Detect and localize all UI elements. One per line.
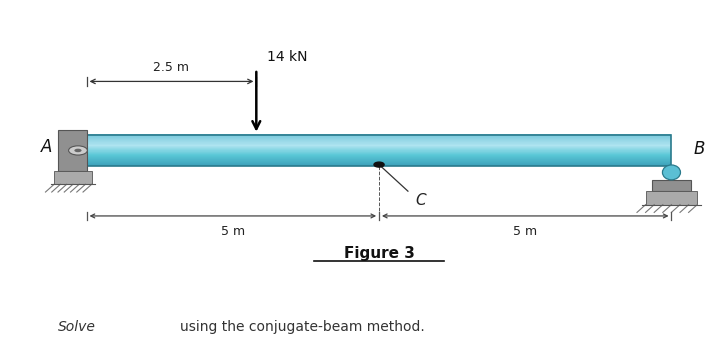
Bar [87,152,671,153]
Bar [87,162,671,163]
Bar [87,147,671,148]
Text: B: B [693,140,705,158]
Bar [87,160,671,161]
Text: Solve: Solve [58,320,95,335]
Bar [87,161,671,162]
Bar [87,145,671,146]
Bar [87,143,671,144]
Bar [87,138,671,139]
Bar [87,156,671,158]
Bar [87,160,671,161]
Bar [87,139,671,140]
Bar [87,142,671,143]
Text: 5 m: 5 m [221,225,245,238]
Bar [87,153,671,154]
Bar [87,154,671,155]
Bar [651,180,691,191]
Text: C: C [415,193,426,208]
Bar [87,154,671,155]
Bar [87,144,671,145]
Bar [87,157,671,158]
Bar [87,145,671,146]
Text: Figure 3: Figure 3 [344,246,414,261]
Circle shape [74,149,82,152]
Bar [87,138,671,139]
Bar [87,151,671,152]
Bar [87,151,671,152]
Bar [87,136,671,137]
Bar [87,155,671,156]
Bar [87,163,671,164]
Bar [87,164,671,165]
Bar [87,161,671,162]
Bar [87,155,671,156]
Bar [87,165,671,166]
Bar [87,162,671,163]
Text: A: A [41,138,53,156]
Bar [87,150,671,151]
Bar [87,135,671,136]
Bar [87,136,671,137]
Bar [87,159,671,160]
Text: 14 kN: 14 kN [267,50,308,64]
Text: 2.5 m: 2.5 m [154,61,189,74]
Bar [87,158,671,159]
Circle shape [374,162,384,167]
Bar [58,130,87,171]
Bar [87,146,671,147]
Text: 5 m: 5 m [513,225,537,238]
Bar [87,141,671,142]
Bar [87,140,671,141]
Bar [54,171,92,184]
Bar [87,137,671,138]
Bar [645,191,697,205]
Bar [87,139,671,141]
Circle shape [69,146,87,155]
Bar [87,153,671,154]
Bar [87,137,671,138]
Text: using the conjugate-beam method.: using the conjugate-beam method. [180,320,425,335]
Bar [87,141,671,142]
Bar [87,158,671,159]
Bar [87,152,671,153]
Bar [87,156,671,157]
Bar [87,149,671,150]
Bar [87,143,671,144]
Bar [87,144,671,145]
Bar [87,135,671,136]
Bar [87,134,671,135]
Bar [87,159,671,160]
Ellipse shape [662,165,680,180]
Bar [87,142,671,143]
Bar [87,135,671,166]
Bar [87,148,671,149]
